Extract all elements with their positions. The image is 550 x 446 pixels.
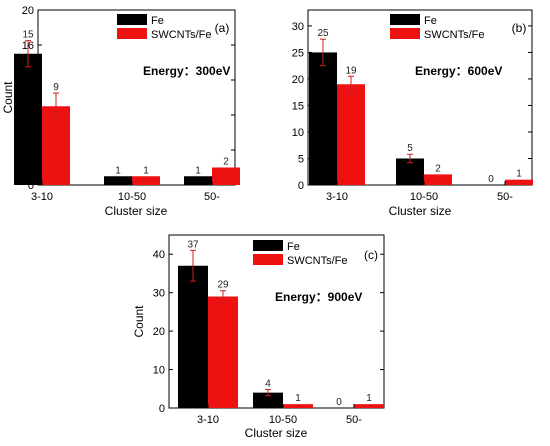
legend-label: SWCNTs/Fe [151,29,212,41]
y-tick-label: 20 [292,74,304,86]
bar-swcnts-fe [283,404,313,408]
data-label: 9 [53,82,59,93]
y-tick-label: 0 [298,180,304,192]
x-tick-label: 10-50 [118,191,146,203]
bar-swcnts-fe [424,174,452,185]
chart-panel-2: 0 5 10 15 20 25 30 25 19 3-10 5 2 10-50 0 150- Cluster … [292,9,533,218]
legend-swatch [390,14,420,25]
data-label: 5 [407,143,413,154]
x-tick-label: 3-10 [197,414,219,426]
bar-swcnts-fe [505,179,533,185]
legend-label: SWCNTs/Fe [424,29,485,41]
data-label: 37 [187,239,199,250]
legend-swatch [117,14,147,25]
energy-annotation: Energy：600eV [415,64,502,78]
x-tick-label: 50- [346,414,362,426]
bar-fe [104,176,132,185]
bar-fe [309,52,337,186]
data-label: 25 [317,28,329,39]
x-axis-label: Cluster size [105,204,168,218]
data-label: 29 [217,280,229,291]
legend-swatch [117,28,147,39]
panel-tag: (c) [364,248,378,262]
bar-swcnts-fe [212,167,240,185]
y-tick-label: 40 [153,249,165,261]
x-tick-label: 3-10 [31,191,53,203]
panel-tag: (b) [512,21,527,35]
bar-swcnts-fe [132,176,160,185]
data-label: 1 [516,169,522,180]
bar-swcnts-fe [337,84,365,185]
y-tick-label: 15 [292,100,304,112]
legend-swatch [253,240,283,251]
data-label: 15 [22,30,34,41]
x-tick-label: 50- [204,191,220,203]
y-tick-label: 10 [153,365,165,377]
y-axis-label: Count [1,81,15,114]
x-tick-label: 10-50 [269,414,297,426]
data-label: 2 [435,163,441,174]
data-label: 1 [195,165,201,176]
data-label: 1 [143,165,149,176]
y-axis-label: Count [132,305,146,338]
y-tick-label: 0 [159,403,165,415]
panel-tag: (a) [215,21,230,35]
data-label: 1 [115,165,121,176]
x-tick-label: 50- [497,191,513,203]
x-axis-label: Cluster size [245,426,308,440]
data-label: 0 [488,174,494,185]
y-tick-label: 30 [292,21,304,33]
energy-annotation: Energy：900eV [275,290,362,304]
bar-swcnts-fe [208,296,238,408]
chart-panel-3: 0 10 20 30 40 37 29 3-10 4 1 10-50 0 1 50- Cluster siz… [132,234,385,440]
data-label: 4 [265,379,271,390]
y-tick-label: 25 [292,47,304,59]
data-label: 19 [345,65,357,76]
x-tick-label: 3-10 [326,191,348,203]
y-tick-label: 20 [22,5,34,17]
legend-label: SWCNTs/Fe [287,255,348,267]
energy-annotation: Energy：300eV [143,64,230,78]
y-tick-label: 10 [292,127,304,139]
bar-fe [178,265,208,408]
bar-swcnts-fe [354,404,384,408]
legend-swatch [253,254,283,265]
bar-fe [253,392,283,408]
y-tick-label: 5 [298,153,304,165]
y-tick-label: 30 [153,288,165,300]
bar-fe [14,53,42,185]
data-label: 2 [223,157,229,168]
y-tick-label: 20 [153,326,165,338]
legend-swatch [390,28,420,39]
data-label: 0 [336,397,342,408]
x-tick-label: 10-50 [410,191,438,203]
y-tick-label: 0 [28,180,34,192]
data-label: 1 [366,393,372,404]
data-label: 1 [295,393,301,404]
x-axis-label: Cluster size [389,204,452,218]
legend-label: Fe [151,15,164,27]
legend-label: Fe [287,241,300,253]
legend-label: Fe [424,15,437,27]
bar-fe [184,176,212,185]
